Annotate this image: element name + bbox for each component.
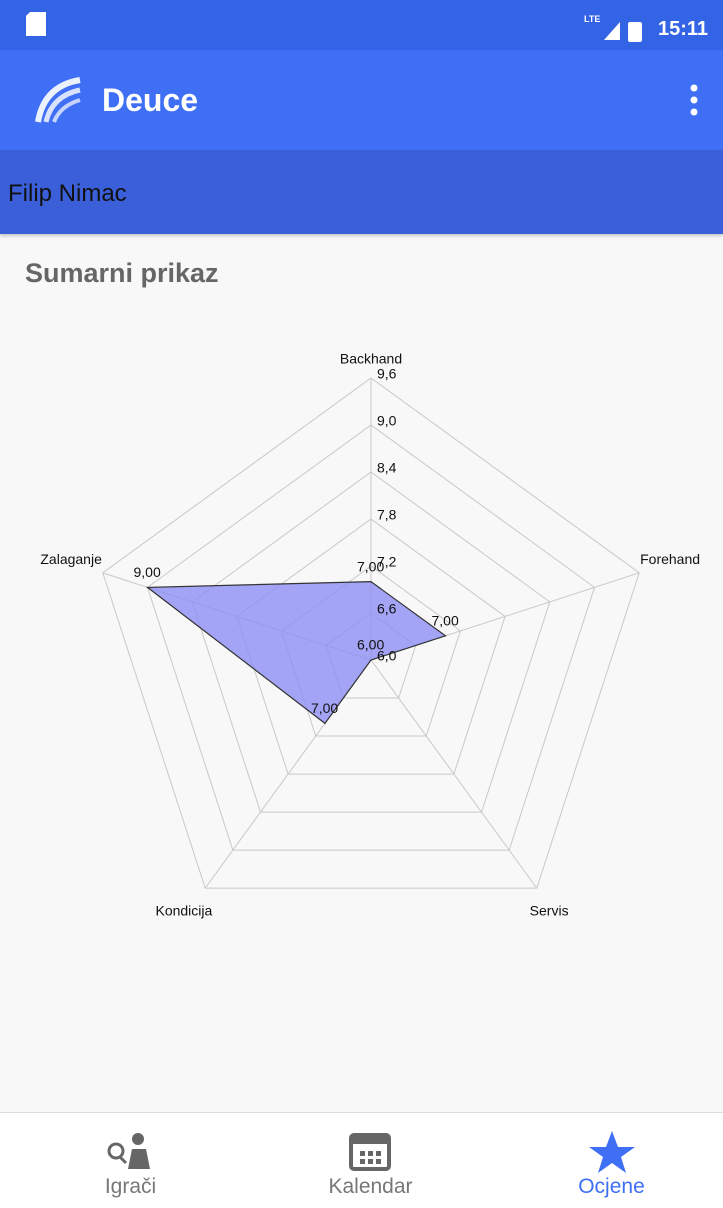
value-label: 7,00 [431, 612, 458, 628]
clock: 15:11 [658, 18, 709, 40]
tick-label: 6,0 [377, 648, 397, 664]
tick-label: 8,4 [377, 460, 397, 476]
grid-ring [146, 424, 596, 851]
data-area [145, 581, 447, 725]
app-bar: Deuce [0, 50, 723, 150]
tick-label: 7,2 [377, 554, 397, 570]
axis-label: Zalaganje [40, 551, 102, 567]
ratings-icon[interactable] [589, 1131, 635, 1173]
bottom-nav: Igrači Kalendar Ocjene [0, 1112, 723, 1208]
tick-label: 9,0 [377, 413, 397, 429]
spoke [370, 659, 538, 889]
signal-icon [604, 22, 620, 40]
player-name: Filip Nimac [8, 180, 127, 207]
nav-item-active[interactable]: Ocjene [578, 1175, 645, 1198]
battery-icon [628, 22, 642, 42]
radar-chart: 7,00 7,00 6,00 7,00 9,00 6,0 6,6 7,2 7,8 8,4 9,0 9,… [40, 351, 700, 919]
sd-icon [26, 12, 46, 36]
value-label: 9,00 [134, 564, 161, 580]
network-label: LTE [584, 14, 601, 24]
players-icon[interactable] [107, 1133, 150, 1169]
nav-item[interactable]: Kalendar [328, 1175, 413, 1198]
nav-icons [107, 1131, 635, 1173]
axis-label: Kondicija [155, 903, 212, 919]
player-bar: Filip Nimac [0, 150, 723, 234]
nav-item[interactable]: Igrači [104, 1175, 157, 1198]
status-bar: LTE 15:11 [0, 0, 723, 50]
axis-label: Servis [530, 903, 569, 919]
axis-label: Backhand [340, 351, 402, 367]
grid-ring [191, 471, 551, 813]
app-title: Deuce [102, 82, 199, 118]
tick-label: 9,6 [377, 366, 397, 382]
section-title: Sumarni prikaz [25, 258, 219, 288]
app-logo [35, 77, 81, 123]
overflow-menu[interactable] [684, 82, 704, 122]
value-label: 6,00 [357, 637, 384, 653]
axis-label: Forehand [640, 551, 700, 567]
grid-ring [102, 377, 640, 889]
tick-label: 7,8 [377, 507, 397, 523]
status-icons [26, 12, 642, 42]
calendar-icon[interactable] [349, 1133, 391, 1171]
value-label: 7,00 [357, 558, 384, 574]
tick-label: 6,6 [377, 601, 397, 617]
value-label: 7,00 [311, 700, 338, 716]
